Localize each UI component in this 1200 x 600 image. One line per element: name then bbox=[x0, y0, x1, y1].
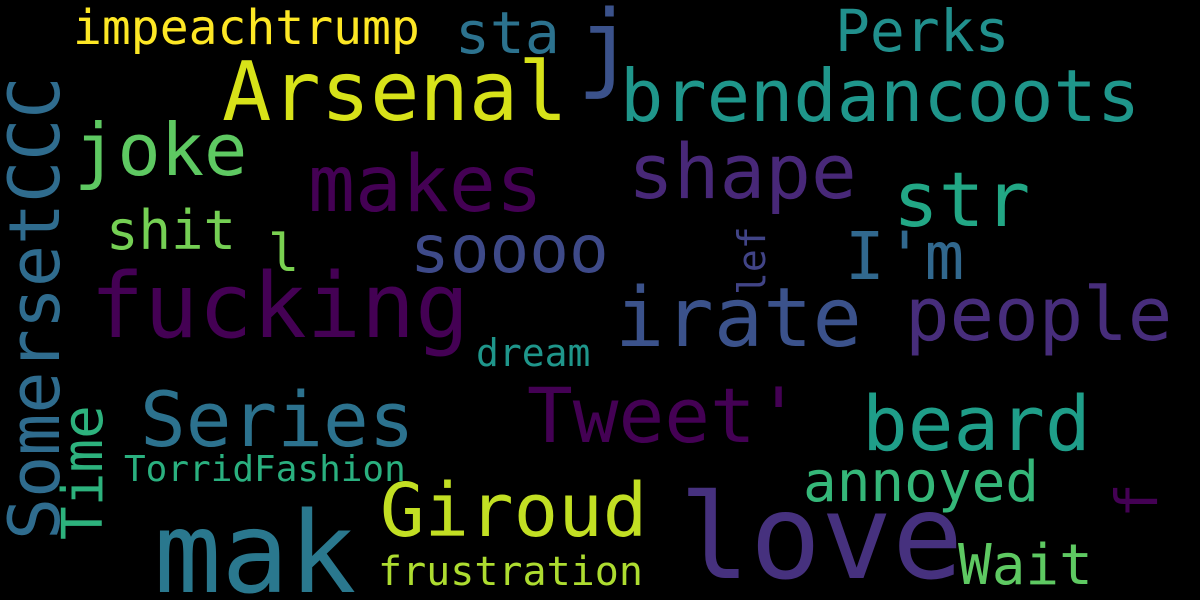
word-perks: Perks bbox=[835, 0, 1010, 65]
word-beard: beard bbox=[862, 379, 1091, 468]
word-shape: shape bbox=[628, 127, 857, 216]
word-l: l bbox=[268, 224, 300, 284]
word-sta: sta bbox=[455, 0, 560, 67]
word-series: Series bbox=[140, 375, 415, 464]
word-j: j bbox=[577, 0, 635, 102]
word-brendancoots: brendancoots bbox=[620, 54, 1141, 138]
word-mak: mak bbox=[154, 489, 357, 600]
word-dream: dream bbox=[476, 331, 591, 375]
word-impeachtrump: impeachtrump bbox=[73, 0, 420, 56]
word-im: I'm bbox=[845, 218, 965, 295]
word-annoyed: annoyed bbox=[803, 450, 1040, 515]
word-lef: lef bbox=[730, 226, 774, 295]
word-giroud: Giroud bbox=[380, 468, 648, 554]
word-time: Time bbox=[51, 405, 116, 540]
word-frustration: frustration bbox=[378, 549, 643, 595]
word-wait: Wait bbox=[958, 533, 1093, 598]
word-makes: makes bbox=[308, 140, 543, 230]
word-soooo: soooo bbox=[410, 211, 609, 288]
word-irate: irate bbox=[615, 271, 862, 366]
word-torridfashion: TorridFashion bbox=[124, 449, 406, 490]
word-love: love bbox=[679, 468, 964, 600]
word-fucking: fucking bbox=[90, 254, 470, 359]
word-joke: joke bbox=[74, 108, 248, 192]
word-arsenal: Arsenal bbox=[222, 45, 568, 140]
word-f: f bbox=[1103, 483, 1171, 518]
word-people: people bbox=[905, 272, 1173, 358]
word-str: str bbox=[893, 155, 1031, 244]
word-tweet: Tweet' bbox=[527, 371, 802, 460]
word-shit: shit bbox=[106, 199, 237, 262]
